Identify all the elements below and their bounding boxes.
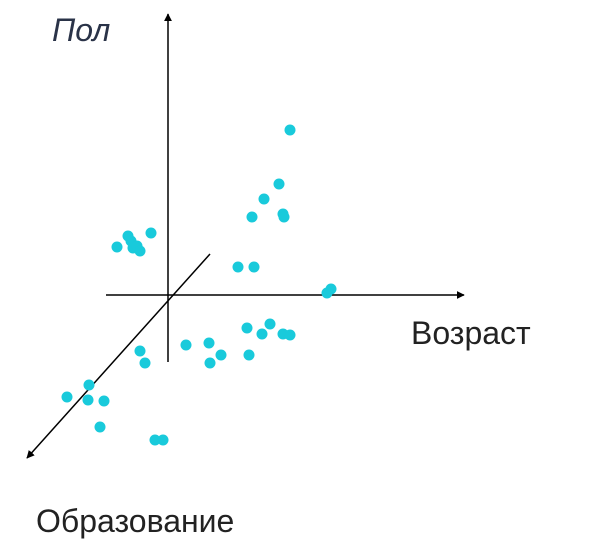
data-point <box>325 283 337 295</box>
data-point <box>241 322 253 334</box>
axes-group <box>26 13 465 459</box>
data-point <box>284 329 296 341</box>
data-point <box>157 434 169 446</box>
vertical-axis-label: Пол <box>52 12 110 48</box>
data-point <box>61 391 73 403</box>
data-point <box>204 357 216 369</box>
data-point <box>284 124 296 136</box>
data-point <box>278 211 290 223</box>
data-point <box>232 261 244 273</box>
data-point <box>256 328 268 340</box>
horizontal-axis-label: Возраст <box>411 315 531 351</box>
depth-axis-line <box>26 253 211 459</box>
data-point <box>139 357 151 369</box>
data-point <box>83 379 95 391</box>
data-points <box>61 124 337 446</box>
data-point <box>180 339 192 351</box>
data-point <box>273 178 285 190</box>
data-point <box>134 345 146 357</box>
data-point <box>264 318 276 330</box>
data-point <box>82 394 94 406</box>
data-point <box>145 227 157 239</box>
data-point <box>134 245 146 257</box>
depth-axis-label: Образование <box>36 503 234 539</box>
data-point <box>258 193 270 205</box>
data-point <box>94 421 106 433</box>
data-point <box>243 349 255 361</box>
data-point <box>246 211 258 223</box>
data-point <box>215 349 227 361</box>
data-point <box>203 337 215 349</box>
data-point <box>248 261 260 273</box>
data-point <box>111 241 123 253</box>
data-point <box>98 395 110 407</box>
data-point <box>149 434 161 446</box>
